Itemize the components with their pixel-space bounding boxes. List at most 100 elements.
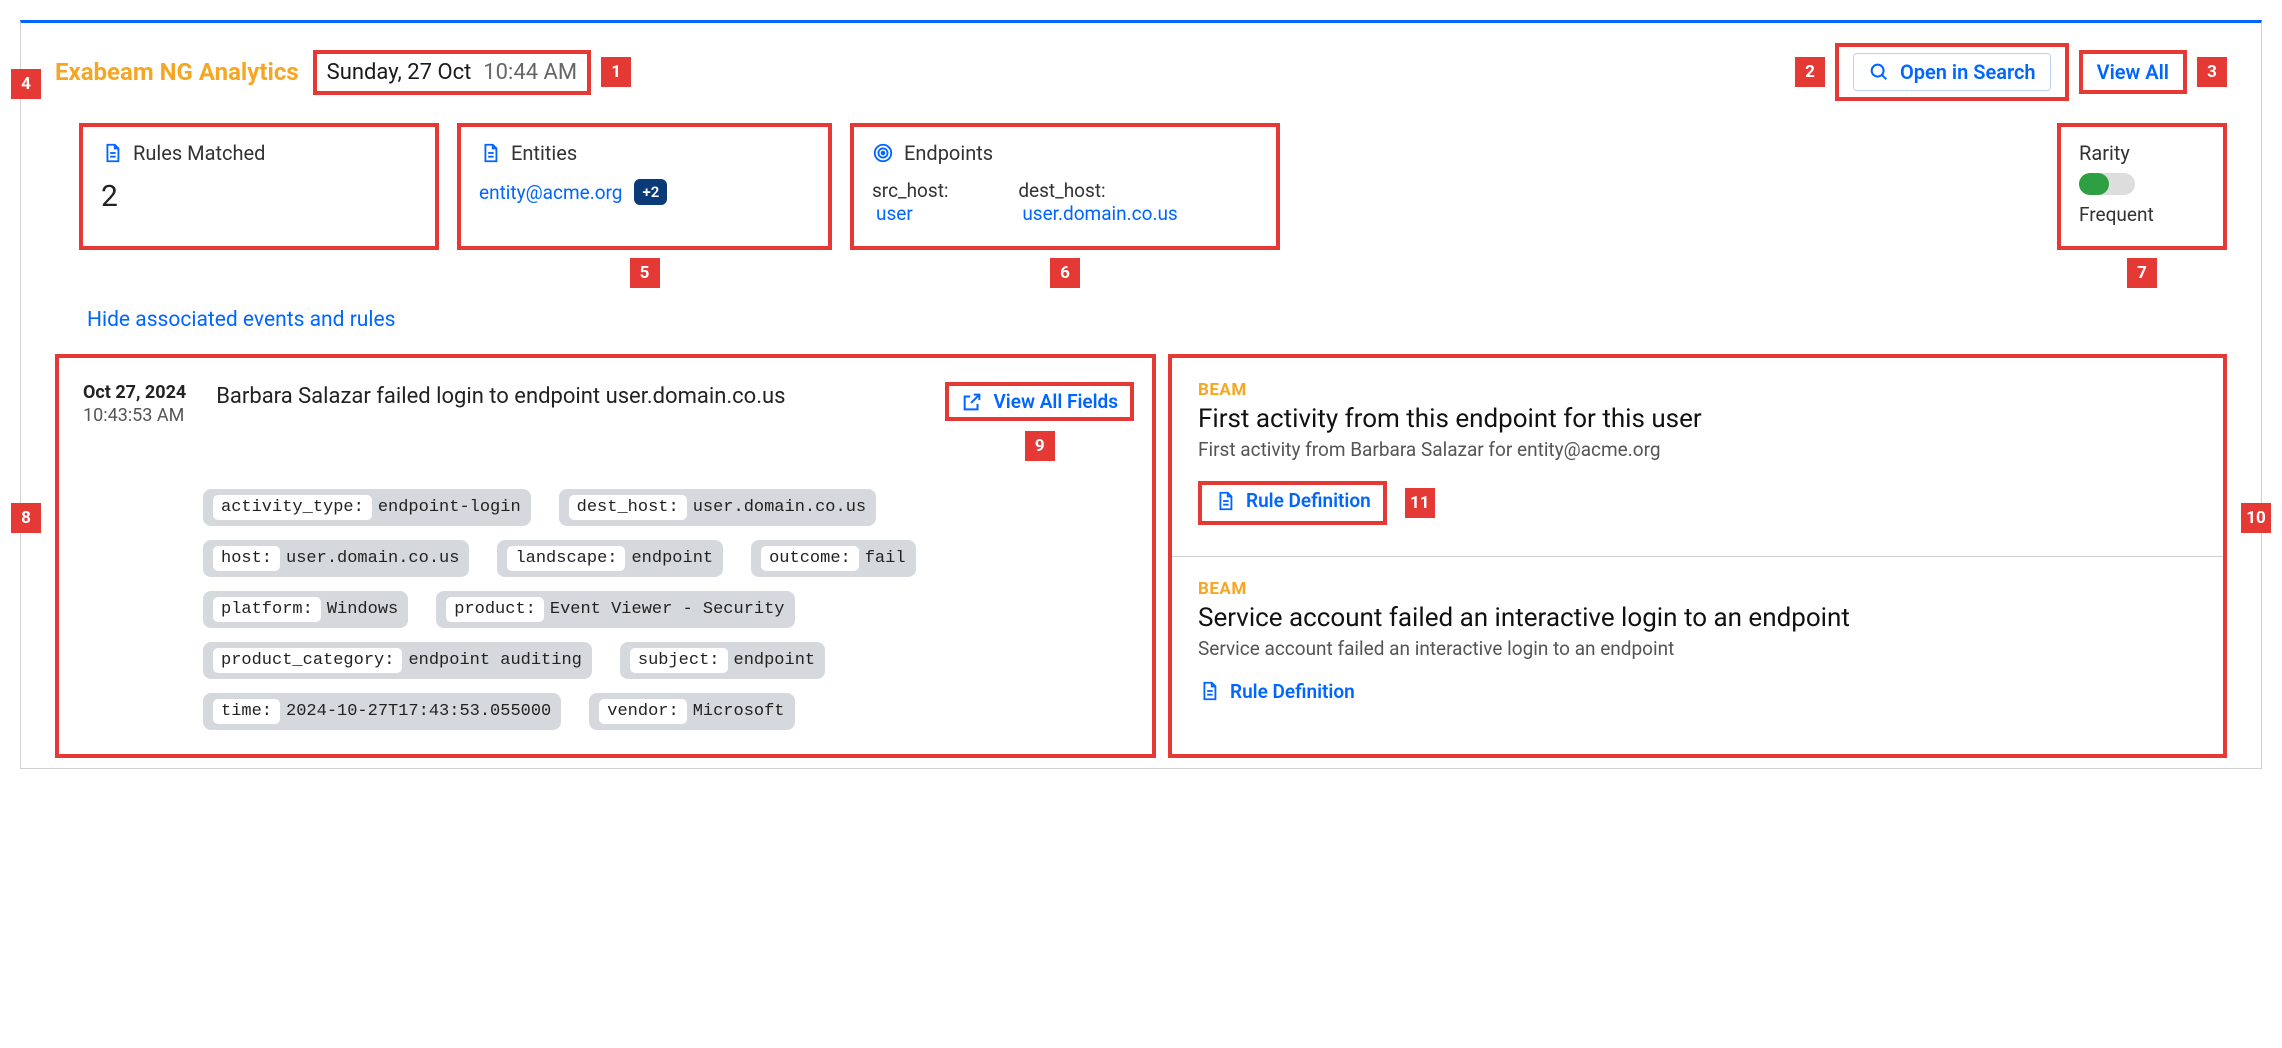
entity-link[interactable]: entity@acme.org (479, 181, 622, 204)
event-tag: activity_type: endpoint-login (203, 489, 531, 526)
callout-5: 5 (630, 258, 660, 288)
view-all-button[interactable]: View All (2079, 50, 2187, 94)
callout-10: 10 (2241, 503, 2271, 533)
search-icon (1868, 61, 1890, 83)
tag-key: product_category: (213, 648, 402, 673)
tag-value: Windows (327, 600, 398, 619)
card-rarity-title: Rarity (2079, 141, 2130, 165)
tag-value: 2024-10-27T17:43:53.055000 (286, 702, 551, 721)
brand-title: Exabeam NG Analytics (55, 58, 299, 86)
event-tag: landscape: endpoint (497, 540, 723, 577)
target-icon (872, 142, 894, 164)
external-link-icon (961, 391, 983, 413)
header: Exabeam NG Analytics Sunday, 27 Oct 10:4… (27, 29, 2255, 123)
header-date: Sunday, 27 Oct (327, 60, 472, 85)
card-rules-title: Rules Matched (133, 141, 265, 165)
view-all-label: View All (2097, 60, 2169, 84)
open-in-search-label: Open in Search (1900, 60, 2036, 84)
event-tag: host: user.domain.co.us (203, 540, 469, 577)
tag-value: user.domain.co.us (693, 498, 866, 517)
rarity-label: Frequent (2079, 203, 2205, 226)
detail-row: Oct 27, 2024 10:43:53 AM Barbara Salazar… (27, 354, 2255, 758)
src-host-label: src_host: (872, 179, 949, 202)
callout-1: 1 (601, 57, 631, 87)
callout-8: 8 (11, 503, 41, 533)
card-endpoints: Endpoints src_host: user dest_host: user… (850, 123, 1280, 250)
rule-subtitle: First activity from Barbara Salazar for … (1198, 438, 2197, 461)
event-tag: platform: Windows (203, 591, 408, 628)
callout-4: 4 (11, 69, 41, 99)
tag-value: endpoint (734, 651, 816, 670)
event-date: Oct 27, 2024 (83, 382, 186, 403)
tag-key: platform: (213, 597, 321, 622)
document-icon (101, 142, 123, 164)
rule-title: Service account failed an interactive lo… (1198, 603, 2197, 633)
tag-value: Microsoft (693, 702, 785, 721)
hide-events-link[interactable]: Hide associated events and rules (27, 298, 2255, 354)
event-tag: subject: endpoint (620, 642, 825, 679)
card-entities-title: Entities (511, 141, 577, 165)
rule-definition-highlight: Rule Definition (1198, 481, 1387, 525)
tag-value: endpoint-login (378, 498, 521, 517)
event-title: Barbara Salazar failed login to endpoint… (216, 382, 915, 461)
tag-key: time: (213, 699, 280, 724)
view-all-fields-button[interactable]: View All Fields (945, 382, 1134, 421)
rule-definition-button[interactable]: Rule Definition (1198, 680, 1355, 703)
tag-key: product: (446, 597, 544, 622)
document-icon (1198, 680, 1220, 702)
callout-11: 11 (1405, 488, 1435, 518)
tag-key: outcome: (761, 546, 859, 571)
rule-block: BEAM First activity from this endpoint fo… (1172, 358, 2223, 556)
rule-subtitle: Service account failed an interactive lo… (1198, 637, 2197, 660)
event-tag: dest_host: user.domain.co.us (559, 489, 876, 526)
rules-detail-card: BEAM First activity from this endpoint fo… (1168, 354, 2227, 758)
dest-host-value[interactable]: user.domain.co.us (1022, 202, 1177, 225)
event-tag: outcome: fail (751, 540, 915, 577)
tag-key: host: (213, 546, 280, 571)
rule-definition-label: Rule Definition (1246, 489, 1371, 512)
rule-title: First activity from this endpoint for th… (1198, 404, 2197, 434)
view-all-fields-label: View All Fields (993, 390, 1118, 413)
callout-2: 2 (1795, 57, 1825, 87)
event-detail-card: Oct 27, 2024 10:43:53 AM Barbara Salazar… (55, 354, 1156, 758)
card-endpoints-title: Endpoints (904, 141, 993, 165)
card-entities: Entities entity@acme.org +2 (457, 123, 832, 250)
document-icon (1214, 490, 1236, 512)
event-tag: time: 2024-10-27T17:43:53.055000 (203, 693, 561, 730)
tag-value: Event Viewer - Security (550, 600, 785, 619)
callout-9: 9 (1025, 431, 1055, 461)
event-tag: product: Event Viewer - Security (436, 591, 794, 628)
tag-key: dest_host: (569, 495, 687, 520)
event-tags: activity_type: endpoint-login dest_host: … (203, 489, 1134, 730)
tag-value: user.domain.co.us (286, 549, 459, 568)
rule-definition-label: Rule Definition (1230, 680, 1355, 703)
rule-definition-button[interactable]: Rule Definition (1214, 489, 1371, 512)
tag-key: activity_type: (213, 495, 372, 520)
callout-7: 7 (2127, 258, 2157, 288)
card-callouts: 5 6 7 (27, 250, 2255, 298)
tag-value: endpoint auditing (408, 651, 581, 670)
rule-tag: BEAM (1198, 380, 2197, 400)
open-in-search-button[interactable]: Open in Search (1835, 43, 2069, 101)
tag-value: endpoint (631, 549, 713, 568)
tag-key: vendor: (599, 699, 686, 724)
rules-matched-value: 2 (101, 179, 417, 214)
tag-value: fail (865, 549, 906, 568)
card-rarity: Rarity Frequent (2057, 123, 2227, 250)
rule-tag: BEAM (1198, 579, 2197, 599)
event-time: 10:43:53 AM (83, 405, 186, 426)
date-time: Sunday, 27 Oct 10:44 AM (313, 50, 591, 95)
dest-host-label: dest_host: (1018, 179, 1105, 202)
callout-3: 3 (2197, 57, 2227, 87)
entity-more-badge[interactable]: +2 (634, 179, 667, 205)
tag-key: landscape: (507, 546, 625, 571)
summary-cards: Rules Matched 2 Entities entity@acme.org… (27, 123, 2255, 250)
event-tag: product_category: endpoint auditing (203, 642, 592, 679)
rule-block: BEAM Service account failed an interactiv… (1172, 556, 2223, 755)
document-icon (479, 142, 501, 164)
rarity-toggle (2079, 173, 2135, 195)
src-host-value[interactable]: user (876, 202, 913, 225)
callout-6: 6 (1050, 258, 1080, 288)
event-tag: vendor: Microsoft (589, 693, 794, 730)
card-rules-matched: Rules Matched 2 (79, 123, 439, 250)
